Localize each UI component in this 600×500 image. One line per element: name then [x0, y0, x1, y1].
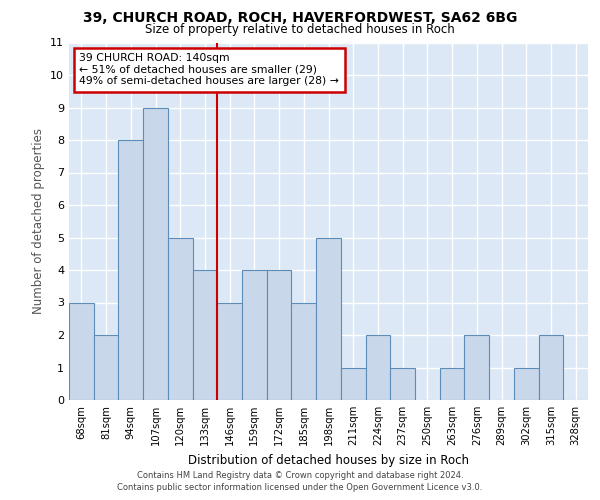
- Bar: [94, 335, 118, 400]
- Bar: [514, 368, 539, 400]
- Bar: [143, 108, 168, 400]
- Bar: [193, 270, 217, 400]
- Text: Size of property relative to detached houses in Roch: Size of property relative to detached ho…: [145, 22, 455, 36]
- Bar: [316, 238, 341, 400]
- Bar: [168, 238, 193, 400]
- Text: 39, CHURCH ROAD, ROCH, HAVERFORDWEST, SA62 6BG: 39, CHURCH ROAD, ROCH, HAVERFORDWEST, SA…: [83, 12, 517, 26]
- X-axis label: Distribution of detached houses by size in Roch: Distribution of detached houses by size …: [188, 454, 469, 466]
- Bar: [292, 302, 316, 400]
- Y-axis label: Number of detached properties: Number of detached properties: [32, 128, 44, 314]
- Bar: [365, 335, 390, 400]
- Bar: [118, 140, 143, 400]
- Bar: [341, 368, 365, 400]
- Bar: [390, 368, 415, 400]
- Bar: [267, 270, 292, 400]
- Bar: [217, 302, 242, 400]
- Bar: [539, 335, 563, 400]
- Text: Contains HM Land Registry data © Crown copyright and database right 2024.
Contai: Contains HM Land Registry data © Crown c…: [118, 471, 482, 492]
- Text: 39 CHURCH ROAD: 140sqm
← 51% of detached houses are smaller (29)
49% of semi-det: 39 CHURCH ROAD: 140sqm ← 51% of detached…: [79, 53, 339, 86]
- Bar: [440, 368, 464, 400]
- Bar: [242, 270, 267, 400]
- Bar: [464, 335, 489, 400]
- Bar: [69, 302, 94, 400]
